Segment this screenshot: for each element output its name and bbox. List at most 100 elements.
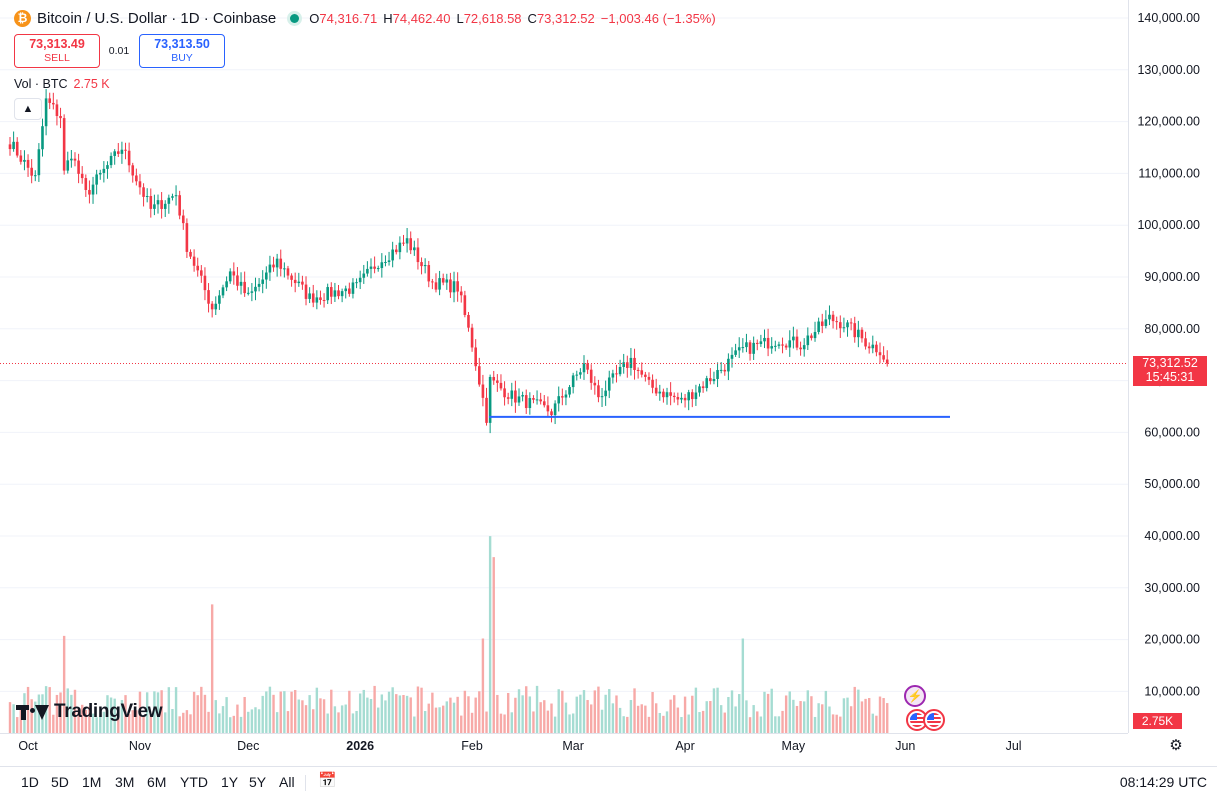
price-tick-label: 90,000.00 [1144, 270, 1200, 284]
timeframe-3m[interactable]: 3M [115, 774, 135, 790]
candle-body [629, 357, 633, 368]
volume-bar [427, 703, 430, 733]
clock[interactable]: 08:14:29 UTC [1119, 774, 1207, 790]
candle-body [550, 411, 553, 416]
volume-bar [221, 706, 225, 733]
current-price: 73,312.52 [1142, 356, 1198, 370]
volume-bar [402, 695, 405, 733]
market-status-icon[interactable] [290, 13, 300, 23]
volume-bar [860, 701, 864, 733]
volume-legend[interactable]: Vol · BTC 2.75 K [14, 77, 110, 91]
volume-bar [167, 687, 171, 733]
volume-bar [438, 707, 441, 733]
price-chart[interactable]: 140,000.00 130,000.00 120,000.00 110,000.00… [0, 0, 1217, 766]
price-tick-label: 80,000.00 [1144, 322, 1200, 336]
candle-body [835, 321, 838, 323]
candle-body [481, 384, 485, 398]
candle-body [597, 385, 600, 398]
settings-gear-icon[interactable]: ⚙ [1169, 737, 1183, 754]
volume-bar [571, 713, 575, 733]
volume-bar [705, 701, 708, 733]
timeframe-1m[interactable]: 1M [82, 774, 102, 790]
timeframe-1y[interactable]: 1Y [221, 774, 239, 790]
symbol-title[interactable]: Bitcoin / U.S. Dollar · 1D · Coinbase [37, 9, 277, 27]
candle-body [290, 275, 293, 280]
candle-body [438, 278, 441, 290]
volume-bar [153, 691, 156, 733]
timeframe-5d[interactable]: 5D [51, 774, 69, 790]
timeframe-5y[interactable]: 5Y [249, 774, 267, 790]
candle-body [420, 262, 423, 267]
candle-body [456, 281, 459, 292]
timeframe-1d[interactable]: 1D [21, 774, 39, 790]
candle-body [286, 268, 290, 276]
candle-body [322, 299, 326, 301]
us-flag-event-icon[interactable] [906, 709, 928, 731]
candle-body [524, 395, 528, 409]
volume-bar [514, 697, 517, 733]
volume-bar [449, 697, 452, 733]
sell-button[interactable]: 73,313.49 SELL [14, 34, 100, 68]
volume-bar [319, 698, 322, 733]
volume-bar [821, 704, 824, 733]
candle-body [813, 331, 817, 339]
volume-bar [871, 713, 874, 733]
volume-bar [546, 710, 550, 733]
candle-body [243, 281, 246, 294]
candle-body [218, 295, 221, 304]
volume-bar [496, 694, 499, 733]
volume-bar [777, 716, 781, 733]
timeframe-6m[interactable]: 6M [147, 774, 167, 790]
candle-body [124, 149, 127, 151]
volume-bar [142, 715, 145, 733]
candle-body [33, 175, 37, 177]
timeframe-ytd[interactable]: YTD [180, 774, 208, 790]
candle-body [52, 102, 55, 105]
tradingview-logo[interactable]: TradingView [16, 700, 163, 724]
volume-bar [752, 705, 755, 733]
candle-body [373, 266, 376, 269]
volume-bar [763, 691, 766, 733]
candle-body [582, 363, 586, 373]
time-tick-label: Jul [1006, 739, 1022, 753]
ohlc-high: H74,462.40 [383, 11, 450, 26]
us-flag-event-icon[interactable] [923, 709, 945, 731]
timeframe-all[interactable]: All [279, 774, 295, 790]
volume-bar [640, 704, 643, 733]
close-label: C [527, 10, 537, 26]
candle-body [163, 203, 167, 209]
date-range-icon[interactable]: 📅 [318, 772, 337, 789]
volume-bar [452, 702, 456, 733]
volume-bar [330, 689, 333, 733]
volume-bar [192, 691, 196, 733]
candle-body [503, 388, 506, 398]
candle-body [311, 293, 315, 303]
event-lightning-icon[interactable]: ⚡ [904, 685, 926, 707]
candle-body [831, 314, 835, 322]
candle-body [91, 184, 95, 195]
volume-bar [391, 687, 394, 733]
collapse-legend-button[interactable]: ▲ [14, 98, 42, 120]
candle-body [391, 249, 394, 261]
candle-body [730, 354, 734, 359]
volume-bar [691, 695, 694, 733]
volume-bar [719, 705, 723, 733]
volume-bar [803, 701, 806, 733]
volume-bar [561, 690, 564, 733]
volume-bar [373, 685, 376, 733]
volume-bar [73, 689, 77, 733]
volume-bar [839, 716, 842, 733]
ohlc-low: L72,618.58 [456, 11, 521, 26]
candle-body [575, 374, 579, 376]
volume-bar [759, 716, 763, 733]
volume-bar [593, 690, 597, 733]
buy-button[interactable]: 73,313.50 BUY [139, 34, 225, 68]
candle-body [398, 242, 402, 253]
volume-bar [416, 686, 420, 733]
candle-body [416, 247, 420, 263]
price-tick-label: 110,000.00 [1138, 166, 1200, 180]
open-label: O [309, 10, 320, 26]
candle-body [279, 258, 283, 269]
candle-body [579, 372, 582, 375]
candle-body [882, 355, 885, 360]
